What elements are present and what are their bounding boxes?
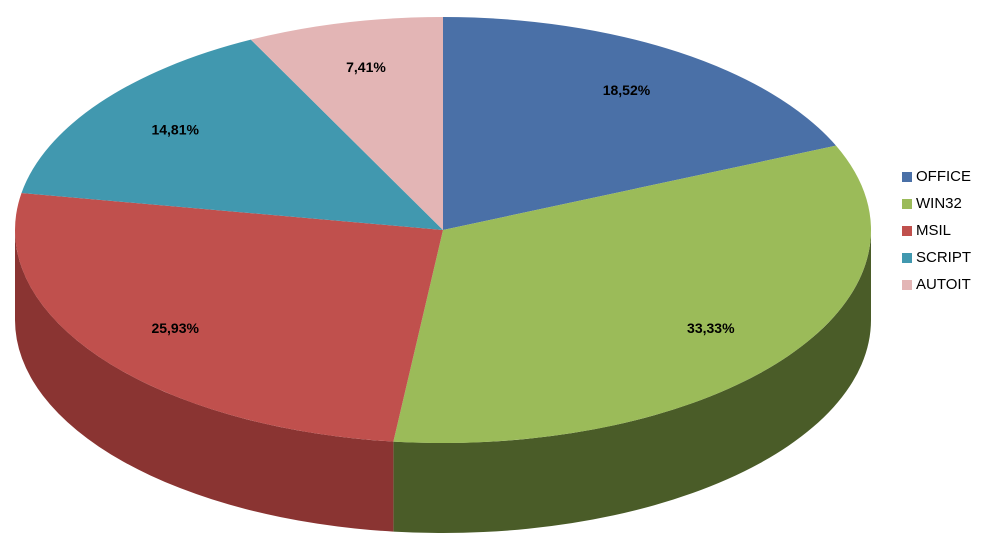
legend-label: OFFICE xyxy=(916,168,971,185)
legend-swatch xyxy=(902,199,912,209)
legend-label: AUTOIT xyxy=(916,276,971,293)
legend-swatch xyxy=(902,280,912,290)
legend-label: MSIL xyxy=(916,222,951,239)
data-label: 25,93% xyxy=(151,320,199,336)
legend-swatch xyxy=(902,253,912,263)
slice xyxy=(250,17,443,230)
data-label: 7,41% xyxy=(346,59,386,75)
legend-swatch xyxy=(902,172,912,182)
legend-swatch xyxy=(902,226,912,236)
legend-label: WIN32 xyxy=(916,195,962,212)
slice-side xyxy=(15,230,394,532)
legend-label: SCRIPT xyxy=(916,249,971,266)
slice xyxy=(393,145,871,444)
slice-side xyxy=(393,230,871,533)
data-label: 14,81% xyxy=(151,121,199,137)
slice xyxy=(14,192,444,442)
data-label: 18,52% xyxy=(603,82,651,98)
slice xyxy=(21,39,443,231)
slice xyxy=(443,17,837,230)
data-label: 33,33% xyxy=(687,320,735,336)
